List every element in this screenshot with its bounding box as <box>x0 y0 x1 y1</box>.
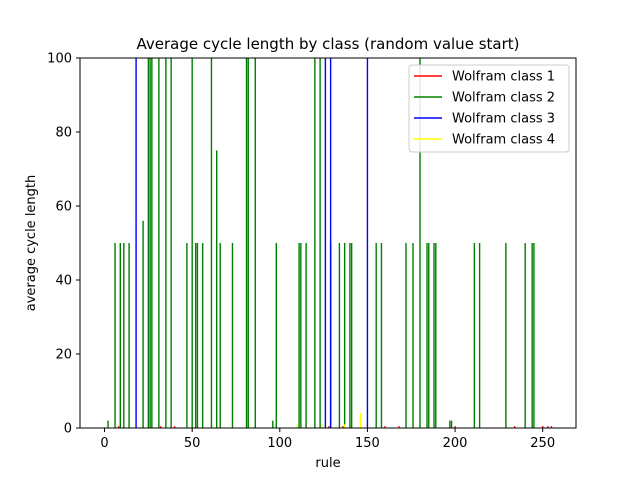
bar <box>338 243 341 428</box>
x-tick-label: 0 <box>100 436 108 451</box>
bar <box>433 243 435 428</box>
bar <box>405 243 407 428</box>
x-tick-label: 150 <box>355 436 380 451</box>
bar <box>324 58 327 428</box>
bar <box>107 420 109 428</box>
legend-label: Wolfram class 1 <box>452 70 555 85</box>
bar <box>454 426 456 428</box>
bar <box>305 243 307 428</box>
bar <box>366 58 369 428</box>
bar <box>343 243 346 428</box>
bar <box>531 243 533 428</box>
x-tick-label: 50 <box>184 436 201 451</box>
bar <box>231 243 234 428</box>
bar <box>165 58 167 428</box>
bar <box>547 426 549 428</box>
bar <box>300 243 302 428</box>
bar <box>524 243 526 428</box>
bar <box>247 58 249 428</box>
bar <box>194 243 197 428</box>
bar <box>123 243 125 428</box>
bar <box>398 426 400 428</box>
bar <box>114 243 116 428</box>
bar <box>149 58 151 428</box>
legend-label: Wolfram class 2 <box>452 91 555 106</box>
bar <box>272 420 274 428</box>
bar <box>426 243 428 428</box>
bar <box>159 426 162 428</box>
bar <box>151 58 153 428</box>
bar <box>170 58 172 428</box>
legend: Wolfram class 1 Wolfram class 2 Wolfram cl… <box>408 64 570 153</box>
bar <box>384 426 386 428</box>
bar <box>128 243 130 428</box>
bar <box>245 58 248 428</box>
bar <box>450 420 453 428</box>
y-tick-label: 40 <box>55 274 72 289</box>
bar <box>412 243 414 428</box>
x-axis-title: rule <box>315 456 340 471</box>
y-tick-label: 0 <box>64 422 72 437</box>
bar <box>505 243 507 428</box>
bar <box>191 58 193 428</box>
bar <box>296 424 299 428</box>
bar <box>216 150 218 428</box>
bar <box>533 243 535 428</box>
bar <box>343 424 346 428</box>
legend-label: Wolfram class 4 <box>452 133 555 148</box>
bar <box>380 243 383 428</box>
bar <box>275 243 277 428</box>
bar <box>314 58 316 428</box>
y-tick-label: 60 <box>55 200 72 215</box>
bar <box>342 426 344 428</box>
bar <box>541 426 544 428</box>
bar <box>328 426 330 428</box>
bar <box>158 58 160 428</box>
bar <box>550 426 553 428</box>
y-tick-label: 20 <box>55 348 72 363</box>
bar <box>473 243 476 428</box>
legend-label: Wolfram class 3 <box>452 112 555 127</box>
bar <box>135 58 137 428</box>
bar <box>321 424 323 428</box>
bar <box>359 413 362 428</box>
legend-frame <box>408 64 570 153</box>
bar <box>329 58 332 428</box>
y-axis-ticks: 0 20 40 60 80 100 <box>47 52 80 437</box>
bar <box>298 243 300 428</box>
bar <box>428 243 430 428</box>
bar <box>119 243 122 428</box>
y-tick-label: 80 <box>55 126 72 141</box>
bar <box>513 426 516 428</box>
bar <box>117 426 120 428</box>
y-tick-label: 100 <box>47 52 72 67</box>
bar <box>478 243 481 428</box>
bar <box>375 243 377 428</box>
bar <box>201 243 204 428</box>
bar <box>196 243 199 428</box>
chart-title: Average cycle length by class (random va… <box>137 35 520 53</box>
bar <box>419 58 421 428</box>
x-tick-label: 100 <box>267 436 292 451</box>
bar <box>350 243 353 428</box>
bar <box>210 58 213 428</box>
axes-frame <box>79 57 577 429</box>
bar <box>349 243 351 428</box>
bar <box>142 220 144 428</box>
y-axis-title: average cycle length <box>24 175 39 312</box>
bar <box>254 58 256 428</box>
x-tick-label: 200 <box>443 436 468 451</box>
bar <box>435 243 437 428</box>
bar <box>219 243 221 428</box>
x-tick-label: 250 <box>530 436 555 451</box>
x-axis-ticks: 0 50 100 150 200 250 <box>100 428 555 451</box>
bars-layer <box>107 58 553 428</box>
bar <box>147 58 150 428</box>
bar <box>319 58 321 428</box>
bar <box>449 420 451 428</box>
bar <box>186 243 188 428</box>
bar <box>173 426 176 428</box>
